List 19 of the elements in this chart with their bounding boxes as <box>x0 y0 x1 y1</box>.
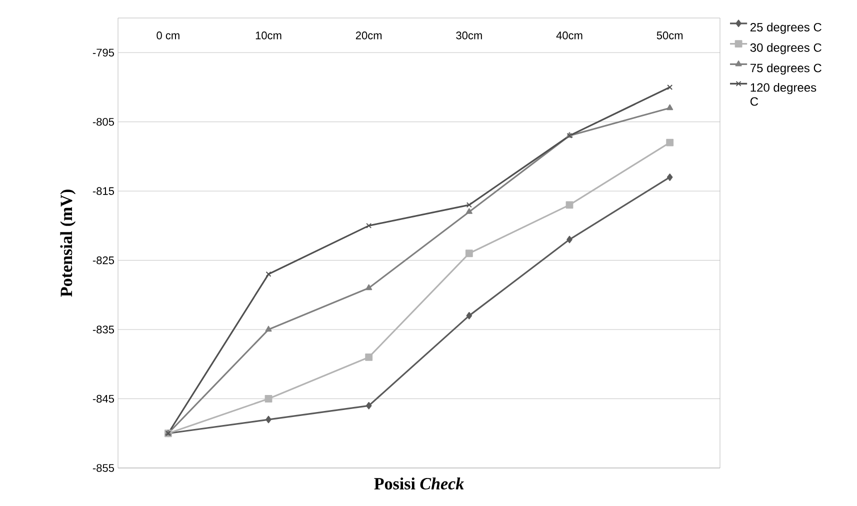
y-tick-label: -815 <box>92 187 114 195</box>
legend-label: 120 degrees C <box>750 82 816 106</box>
x-tick-label: 10cm <box>256 32 282 40</box>
y-tick-label: -835 <box>92 326 114 334</box>
legend-label: 25 degrees C <box>750 22 822 34</box>
x-tick-label: 30cm <box>456 32 482 40</box>
x-tick-label: 40cm <box>556 32 582 40</box>
legend-label: 75 degrees C <box>750 63 822 75</box>
y-tick-label: -825 <box>92 256 114 264</box>
x-tick-label: 20cm <box>356 32 382 40</box>
y-tick-label: -795 <box>92 48 114 57</box>
y-tick-label: -855 <box>92 464 114 472</box>
x-tick-label: 50cm <box>656 32 683 40</box>
y-axis-title: Potensial (mV) <box>60 190 76 297</box>
y-tick-label: -805 <box>92 118 114 126</box>
y-tick-label: -845 <box>92 394 114 403</box>
legend-label: 30 degrees C <box>750 43 822 54</box>
x-tick-label: 0 cm <box>156 32 180 40</box>
x-axis-title: Posisi Check <box>374 478 464 490</box>
